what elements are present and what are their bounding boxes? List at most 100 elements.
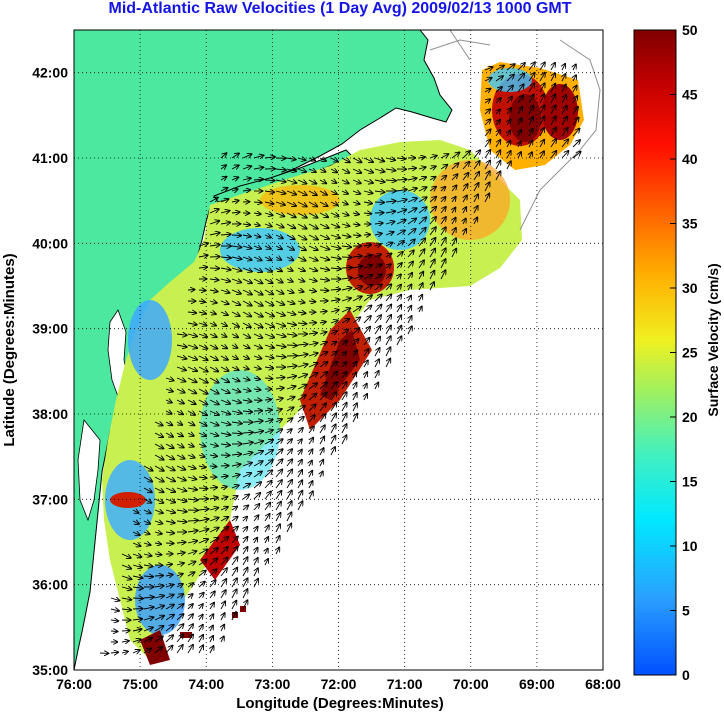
- velocity-vector: [341, 341, 347, 345]
- velocity-vector: [419, 307, 422, 313]
- velocity-vector: [451, 152, 459, 159]
- velocity-vector: [297, 417, 304, 423]
- velocity-vector: [275, 301, 284, 305]
- velocity-vector: [308, 363, 318, 368]
- velocity-vector: [341, 382, 347, 390]
- velocity-vector: [297, 501, 303, 511]
- velocity-vector: [352, 296, 362, 302]
- velocity-vector: [363, 180, 373, 183]
- velocity-vector: [198, 645, 203, 654]
- velocity-vector: [276, 548, 279, 555]
- velocity-vector: [440, 238, 446, 247]
- velocity-vector: [408, 273, 412, 280]
- velocity-vector: [298, 470, 302, 478]
- velocity-vector: [242, 154, 252, 158]
- velocity-vector: [265, 549, 268, 555]
- velocity-vector: [253, 167, 263, 169]
- velocity-vector: [264, 399, 271, 400]
- velocity-vector: [561, 128, 568, 137]
- velocity-vector: [308, 223, 318, 229]
- velocity-vector: [308, 158, 315, 161]
- velocity-vector: [517, 73, 524, 82]
- velocity-vector: [264, 460, 273, 467]
- velocity-vector: [308, 383, 317, 390]
- velocity-vector: [198, 539, 208, 544]
- velocity-vector: [506, 97, 512, 104]
- velocity-vector: [528, 73, 535, 82]
- velocity-vector: [286, 459, 292, 467]
- velocity-vector: [143, 543, 151, 545]
- velocity-vector: [385, 359, 390, 368]
- velocity-vector: [385, 274, 391, 280]
- velocity-vector: [154, 586, 164, 587]
- velocity-vector: [297, 406, 305, 412]
- velocity-vector: [275, 459, 283, 467]
- velocity-vector: [242, 378, 250, 380]
- velocity-vector: [385, 201, 396, 202]
- y-tick-label: 39:00: [32, 321, 68, 337]
- velocity-vector: [198, 334, 207, 337]
- velocity-vector: [385, 211, 395, 213]
- velocity-vector: [286, 257, 293, 260]
- y-tick-label: 36:00: [32, 577, 68, 593]
- velocity-vector: [231, 300, 240, 305]
- velocity-vector: [539, 116, 544, 126]
- velocity-vector: [518, 130, 521, 137]
- velocity-vector: [495, 87, 502, 93]
- velocity-vector: [176, 389, 185, 393]
- velocity-vector: [496, 120, 500, 126]
- bay: [77, 419, 101, 522]
- velocity-vector: [231, 334, 238, 337]
- velocity-vector: [154, 443, 163, 449]
- velocity-vector: [341, 246, 351, 247]
- velocity-vector: [254, 538, 257, 544]
- velocity-vector: [154, 422, 163, 426]
- velocity-vector: [121, 598, 131, 600]
- velocity-vector: [308, 394, 317, 401]
- velocity-vector: [353, 362, 357, 368]
- velocity-vector: [165, 595, 174, 598]
- velocity-vector: [397, 295, 401, 302]
- velocity-vector: [253, 311, 263, 317]
- velocity-vector: [253, 289, 263, 295]
- velocity-vector: [396, 241, 404, 247]
- velocity-vector: [275, 323, 285, 326]
- velocity-vector: [231, 557, 238, 566]
- velocity-vector: [341, 169, 349, 173]
- velocity-vector: [353, 393, 357, 401]
- velocity-vector: [220, 422, 231, 425]
- velocity-vector: [176, 400, 184, 404]
- velocity-vector: [198, 388, 208, 394]
- velocity-vector: [308, 234, 318, 240]
- velocity-vector: [484, 129, 491, 137]
- velocity-vector: [154, 606, 164, 609]
- velocity-vector: [253, 389, 261, 390]
- velocity-vector: [353, 403, 357, 412]
- velocity-vector: [364, 360, 368, 368]
- velocity-vector: [385, 347, 391, 357]
- velocity-vector: [253, 300, 263, 306]
- velocity-vector: [407, 208, 417, 214]
- velocity-vector: [330, 382, 337, 390]
- velocity-vector: [341, 224, 350, 226]
- velocity-vector: [253, 471, 262, 478]
- velocity-vector: [264, 450, 273, 456]
- velocity-vector: [286, 407, 294, 411]
- velocity-vector: [143, 532, 150, 534]
- velocity-vector: [319, 362, 328, 368]
- velocity-vector: [330, 447, 335, 456]
- velocity-vector: [418, 217, 426, 225]
- velocity-vector: [242, 473, 251, 478]
- velocity-vector: [286, 323, 296, 325]
- velocity-vector: [198, 377, 208, 383]
- velocity-vector: [540, 151, 544, 159]
- velocity-vector: [242, 268, 252, 272]
- velocity-vector: [297, 190, 307, 195]
- velocity-vector: [330, 202, 338, 205]
- velocity-vector: [374, 315, 381, 324]
- velocity-vector: [165, 635, 173, 643]
- velocity-vector: [231, 235, 241, 236]
- velocity-vector: [209, 580, 216, 588]
- velocity-vector: [209, 245, 220, 246]
- velocity-vector: [209, 498, 218, 499]
